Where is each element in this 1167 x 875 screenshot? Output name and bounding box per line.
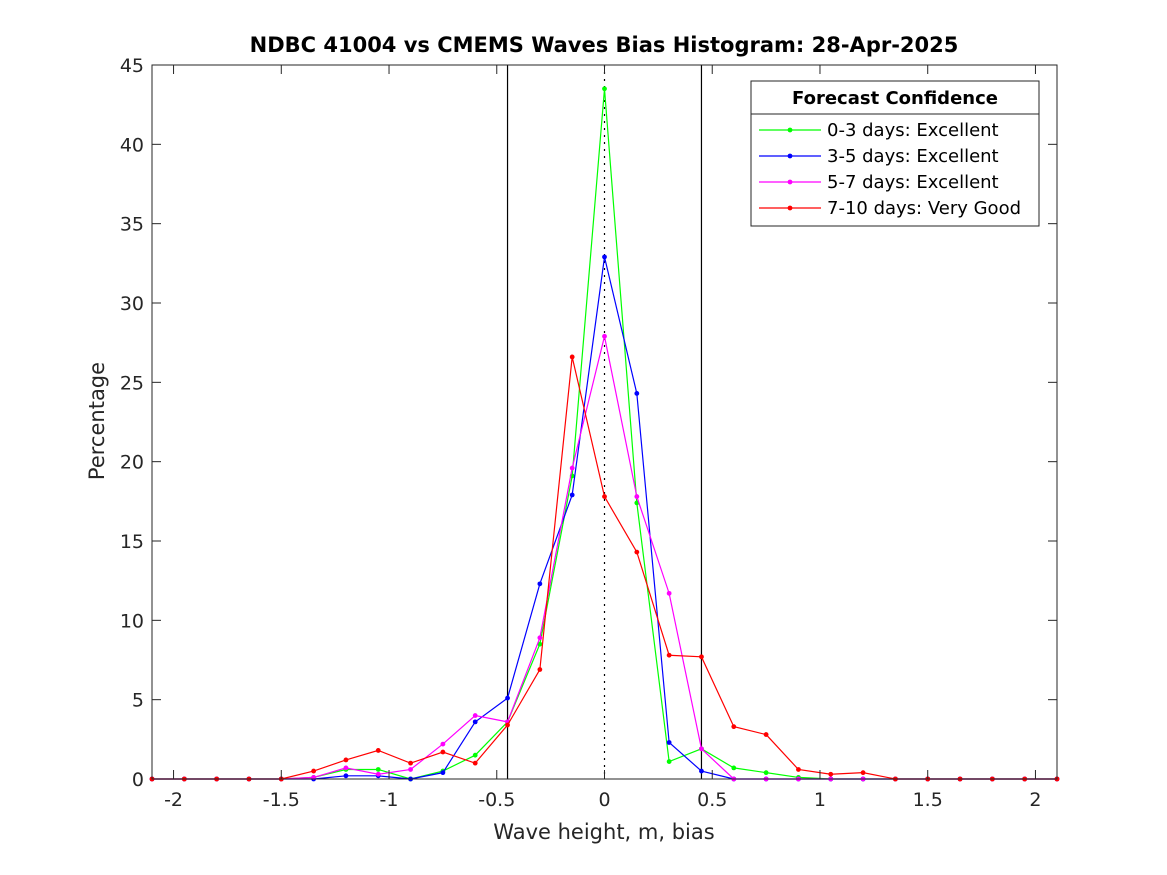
data-point [472,760,478,766]
data-point [343,765,349,771]
legend-entries: 0-3 days: Excellent 3-5 days: Excellent 5-… [759,120,1021,219]
chart-title: NDBC 41004 vs CMEMS Waves Bias Histogram… [250,33,959,57]
x-tick-label: 0 [598,789,610,811]
x-tick-label: 1.5 [913,789,943,811]
legend-label: 3-5 days: Excellent [827,146,999,167]
data-point [311,768,317,774]
data-point [440,741,446,747]
data-point [440,749,446,755]
data-point [699,654,704,660]
legend-marker [787,153,793,159]
legend-box [750,80,1040,227]
data-point [763,770,769,776]
data-point [634,391,640,396]
data-point [343,773,349,779]
data-point [731,724,737,730]
data-point [634,549,640,555]
legend: Forecast Confidence 0-3 days: Excellent 3… [750,80,1040,227]
legend-marker [787,127,793,133]
data-point [537,635,543,641]
data-point [408,760,413,766]
x-tick-label: 1 [814,789,826,811]
x-tick-label: -2 [164,789,183,811]
x-tick-label: -0.5 [478,789,515,811]
legend-marker [787,205,793,211]
data-point [731,765,737,771]
y-tick-label: 40 [120,134,144,156]
y-tick-label: 35 [120,214,144,236]
legend-entry: 0-3 days: Excellent [759,120,999,141]
x-tick-label: -1 [380,789,399,811]
data-point [505,695,510,701]
y-tick-label: 15 [120,531,144,553]
x-tick-label: -1.5 [263,789,300,811]
reference-lines [506,65,703,779]
data-point [440,770,446,776]
data-point [860,770,866,776]
data-point [666,652,672,658]
data-point [828,771,834,777]
legend-label: 0-3 days: Excellent [827,120,999,141]
data-point [699,746,704,752]
legend-entry: 3-5 days: Excellent [759,146,999,167]
x-tick-label: 2 [1029,789,1041,811]
data-point [472,719,478,725]
data-point [537,641,543,647]
data-point [569,492,575,498]
data-point [569,354,575,360]
data-point [634,494,640,499]
data-point [796,767,801,772]
data-point [602,494,607,499]
data-point [699,768,704,774]
data-point [375,748,381,753]
legend-marker [787,179,793,185]
data-point [343,757,349,763]
data-point [472,752,478,758]
data-point [666,590,672,596]
legend-entry: 5-7 days: Excellent [759,172,999,193]
y-tick-label: 45 [120,55,144,77]
y-tick-label: 20 [120,452,144,474]
y-tick-label: 10 [120,610,144,632]
y-tick-label: 30 [120,293,144,315]
data-point [666,759,672,764]
data-point [569,465,575,471]
data-point [602,254,607,260]
legend-title: Forecast Confidence [792,88,998,109]
legend-label: 7-10 days: Very Good [827,198,1021,219]
data-point [472,713,478,718]
y-tick-label: 0 [132,769,144,791]
data-point [666,740,672,745]
data-point [537,581,543,587]
data-point [763,732,769,737]
data-point [408,767,413,772]
x-tick-label: 0.5 [697,789,727,811]
data-point [602,86,607,92]
data-point [505,722,510,728]
legend-entry: 7-10 days: Very Good [759,198,1021,219]
x-axis-label: Wave height, m, bias [493,820,714,844]
legend-label: 5-7 days: Excellent [827,172,999,193]
y-axis-label: Percentage [85,362,109,480]
y-tick-label: 25 [120,372,144,394]
data-point [375,771,381,777]
y-tick-label: 5 [132,690,144,712]
data-point [602,333,607,339]
data-point [375,767,381,772]
data-point [537,667,543,672]
